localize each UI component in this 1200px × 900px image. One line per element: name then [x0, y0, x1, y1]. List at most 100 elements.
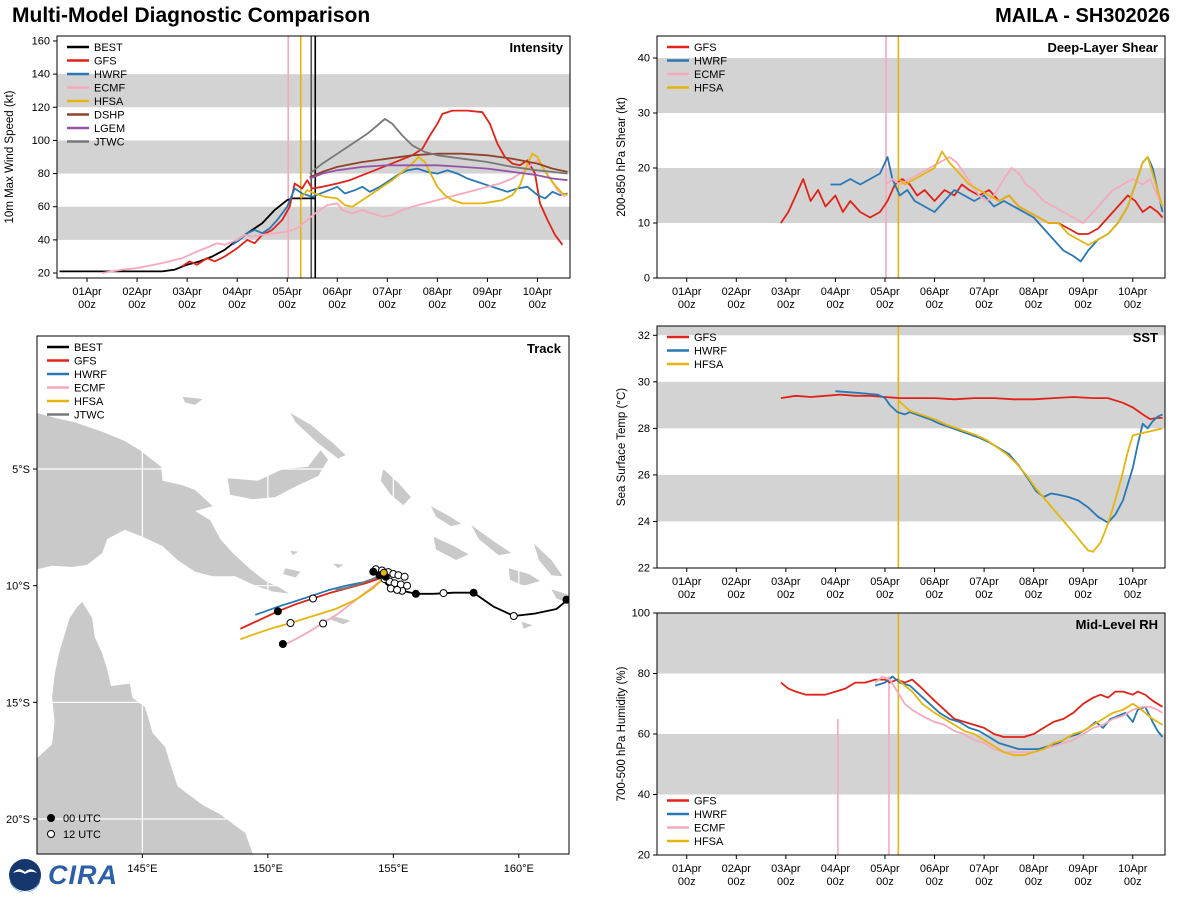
cira-logo: CIRA	[48, 859, 118, 890]
position-marker	[411, 589, 420, 598]
footer-logos: CIRA	[8, 858, 118, 892]
x-tick-sublabel: 00z	[228, 299, 246, 311]
x-tick-sublabel: 00z	[378, 299, 396, 311]
series-ecmf	[101, 159, 566, 274]
x-tick-label: 05Apr	[870, 286, 900, 298]
position-marker	[273, 607, 282, 616]
x-tick-label: 03Apr	[771, 863, 801, 875]
position-marker	[509, 612, 518, 620]
y-tick-label: 20	[638, 163, 650, 175]
x-tick-sublabel: 00z	[926, 589, 944, 601]
sst-chart: 22242628303201Apr00z02Apr00z03Apr00z04Ap…	[616, 325, 1166, 601]
position-marker	[562, 595, 569, 604]
x-tick-label: 06Apr	[323, 286, 353, 298]
x-tick-sublabel: 00z	[727, 589, 745, 601]
x-tick-sublabel: 00z	[1025, 589, 1043, 601]
legend-label: DSHP	[94, 110, 125, 122]
y-tick-label: 160	[32, 35, 50, 47]
legend-label: JTWC	[94, 137, 125, 149]
panel-title: Mid-Level RH	[1076, 617, 1158, 632]
shear-chart: 01020304001Apr00z02Apr00z03Apr00z04Apr00…	[616, 35, 1166, 311]
x-tick-label: 09Apr	[473, 286, 503, 298]
noaa-logo-bird	[13, 869, 37, 874]
legend-label: BEST	[74, 342, 103, 354]
landmass	[508, 568, 541, 586]
figure-title: Multi-Model Diagnostic Comparison	[12, 4, 371, 27]
x-tick-sublabel: 00z	[777, 299, 795, 311]
x-tick-sublabel: 00z	[1025, 876, 1043, 888]
series-gfs	[780, 678, 1163, 738]
x-tick-sublabel: 00z	[1025, 299, 1043, 311]
x-tick-label: 05Apr	[870, 863, 900, 875]
y-tick-label: 30	[638, 376, 650, 388]
y-tick-label: 20	[638, 850, 650, 862]
marker-legend-label: 12 UTC	[63, 829, 101, 841]
position-marker	[403, 581, 412, 590]
x-tick-label: 10Apr	[1118, 286, 1148, 298]
panel-title: Intensity	[510, 40, 564, 55]
y-tick-label: 40	[638, 53, 650, 65]
legend-label: ECMF	[94, 83, 125, 95]
x-tick-label: 06Apr	[920, 576, 950, 588]
series-hfsa	[897, 150, 1164, 246]
x-tick-sublabel: 00z	[926, 876, 944, 888]
x-tick-sublabel: 00z	[777, 876, 795, 888]
shade-band	[657, 326, 1165, 336]
x-tick-label: 09Apr	[1069, 863, 1099, 875]
shade-band	[657, 381, 1165, 429]
y-tick-label: 100	[632, 608, 650, 620]
x-tick-sublabel: 00z	[876, 876, 894, 888]
legend-label: HWRF	[94, 69, 127, 81]
x-tick-label: 05Apr	[273, 286, 303, 298]
y-tick-label: 0	[644, 273, 650, 285]
landmass	[182, 396, 203, 405]
marker-legend-symbol	[47, 814, 55, 822]
y-axis-label: 700-500 hPa Humidity (%)	[616, 666, 628, 801]
landmass	[431, 506, 462, 527]
x-tick-sublabel: 00z	[128, 299, 146, 311]
x-tick-label: 10Apr	[1118, 576, 1148, 588]
series-dshp	[309, 152, 568, 178]
x-tick-label: 06Apr	[920, 863, 950, 875]
legend-label: HFSA	[94, 96, 124, 108]
x-tick-label: 05Apr	[870, 576, 900, 588]
series-hfsa	[897, 678, 1163, 757]
track-hfsa	[239, 575, 387, 641]
landmass	[380, 469, 411, 506]
x-tick-sublabel: 00z	[1124, 876, 1142, 888]
plot-frame	[656, 35, 1166, 279]
series-ecmf	[885, 156, 1164, 224]
series-hwrf	[231, 167, 568, 246]
y-tick-label: 10°S	[6, 581, 30, 593]
marker-legend-label: 00 UTC	[63, 813, 101, 825]
storm-id: MAILA - SH302026	[995, 5, 1170, 27]
y-tick-label: 26	[638, 469, 650, 481]
legend-label: HWRF	[694, 346, 727, 358]
x-tick-sublabel: 00z	[777, 589, 795, 601]
x-tick-sublabel: 00z	[529, 299, 547, 311]
x-tick-label: 160°E	[504, 863, 534, 875]
x-tick-label: 155°E	[378, 863, 408, 875]
y-tick-label: 24	[638, 516, 650, 528]
landmass	[227, 450, 329, 500]
shade-band	[657, 613, 1165, 674]
x-tick-sublabel: 00z	[827, 876, 845, 888]
position-marker	[469, 588, 478, 597]
series-gfs	[780, 393, 1163, 420]
y-tick-label: 120	[32, 102, 50, 114]
legend-label: GFS	[694, 332, 717, 344]
y-tick-label: 28	[638, 423, 650, 435]
x-tick-sublabel: 00z	[78, 299, 96, 311]
x-tick-label: 07Apr	[969, 576, 999, 588]
x-tick-sublabel: 00z	[278, 299, 296, 311]
y-tick-label: 100	[32, 135, 50, 147]
x-tick-label: 08Apr	[1019, 863, 1049, 875]
x-tick-label: 10Apr	[1118, 863, 1148, 875]
x-tick-sublabel: 00z	[727, 876, 745, 888]
position-marker	[286, 619, 295, 627]
landmass	[433, 536, 469, 560]
x-tick-sublabel: 00z	[428, 299, 446, 311]
x-tick-label: 04Apr	[222, 286, 252, 298]
x-tick-label: 07Apr	[373, 286, 403, 298]
